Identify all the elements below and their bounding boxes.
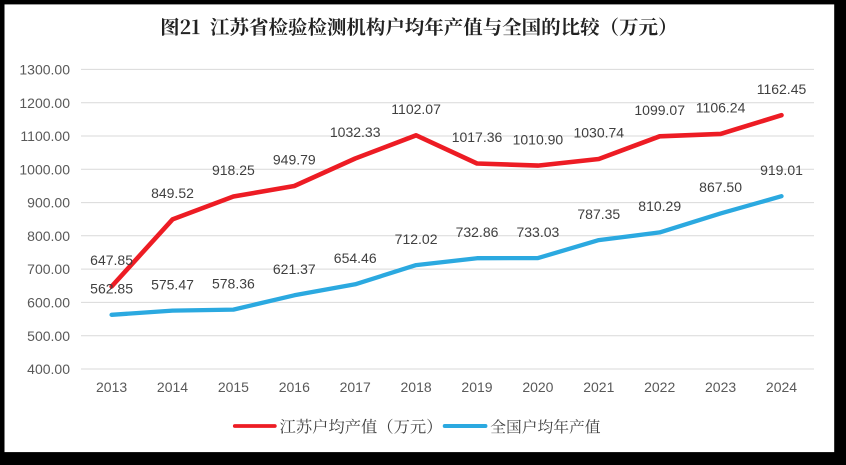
- svg-text:1162.45: 1162.45: [757, 81, 807, 97]
- svg-text:2023: 2023: [705, 379, 736, 395]
- svg-text:800.00: 800.00: [27, 228, 70, 244]
- svg-text:733.03: 733.03: [516, 224, 559, 240]
- svg-text:575.47: 575.47: [151, 276, 194, 292]
- svg-text:2020: 2020: [522, 379, 553, 395]
- svg-text:867.50: 867.50: [699, 179, 742, 195]
- svg-text:2015: 2015: [218, 379, 249, 395]
- svg-text:1200.00: 1200.00: [19, 95, 70, 111]
- svg-text:2014: 2014: [157, 379, 188, 395]
- svg-text:562.85: 562.85: [90, 281, 133, 297]
- svg-text:2018: 2018: [401, 379, 432, 395]
- svg-text:2021: 2021: [583, 379, 614, 395]
- svg-text:621.37: 621.37: [273, 261, 316, 277]
- svg-text:918.25: 918.25: [212, 162, 255, 178]
- svg-text:654.46: 654.46: [334, 250, 377, 266]
- svg-text:900.00: 900.00: [27, 195, 70, 211]
- svg-text:647.85: 647.85: [90, 252, 133, 268]
- svg-text:600.00: 600.00: [27, 295, 70, 311]
- svg-text:2024: 2024: [766, 379, 797, 395]
- svg-text:1032.33: 1032.33: [330, 124, 381, 140]
- svg-text:400.00: 400.00: [27, 361, 70, 377]
- svg-text:1017.36: 1017.36: [452, 129, 503, 145]
- svg-text:2016: 2016: [279, 379, 310, 395]
- svg-text:732.86: 732.86: [456, 224, 499, 240]
- svg-text:1100.00: 1100.00: [20, 128, 70, 144]
- svg-text:1030.74: 1030.74: [573, 125, 624, 141]
- svg-text:700.00: 700.00: [27, 261, 70, 277]
- svg-text:500.00: 500.00: [27, 328, 70, 344]
- svg-text:787.35: 787.35: [577, 206, 620, 222]
- svg-text:578.36: 578.36: [212, 275, 255, 291]
- svg-text:2022: 2022: [644, 379, 675, 395]
- svg-text:2019: 2019: [461, 379, 492, 395]
- svg-text:1102.07: 1102.07: [391, 101, 441, 117]
- svg-text:1099.07: 1099.07: [634, 102, 685, 118]
- svg-text:1106.24: 1106.24: [696, 100, 746, 116]
- svg-text:2017: 2017: [340, 379, 371, 395]
- svg-text:712.02: 712.02: [395, 231, 438, 247]
- svg-text:919.01: 919.01: [760, 162, 803, 178]
- svg-text:849.52: 849.52: [151, 185, 194, 201]
- svg-text:2013: 2013: [96, 379, 127, 395]
- svg-text:1000.00: 1000.00: [19, 161, 70, 177]
- svg-text:1300.00: 1300.00: [19, 62, 70, 78]
- svg-text:949.79: 949.79: [273, 152, 316, 168]
- svg-text:810.29: 810.29: [638, 198, 681, 214]
- svg-text:1010.90: 1010.90: [513, 131, 564, 147]
